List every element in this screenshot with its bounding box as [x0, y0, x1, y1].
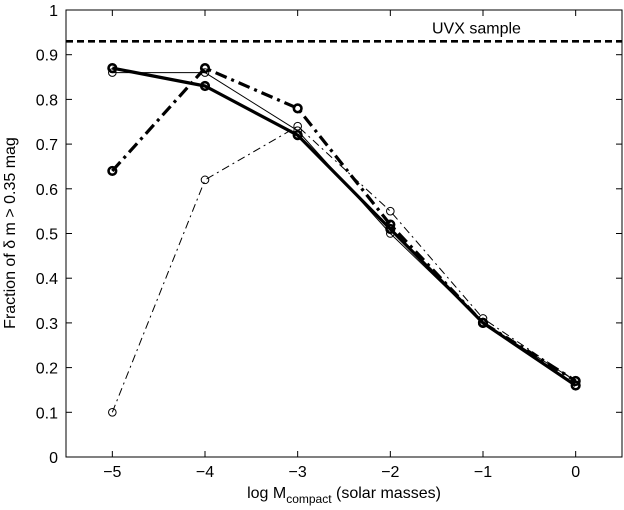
series-3-point	[385, 219, 396, 230]
y-axis-label-delta: δ	[2, 240, 19, 249]
series-3-point	[199, 63, 211, 74]
y-tick-label: 0.6	[36, 182, 58, 199]
series-3-point	[477, 317, 489, 329]
series-2	[107, 63, 581, 391]
y-tick-label: 1	[49, 3, 58, 20]
plot-area	[66, 10, 622, 457]
y-tick-label: 0.1	[36, 405, 58, 422]
series-3-point	[292, 103, 303, 114]
x-tick-label: −1	[474, 464, 492, 481]
series-4-point	[571, 376, 580, 386]
series-2-point	[199, 80, 211, 92]
x-tick-label: −2	[381, 464, 399, 481]
series-4-point	[108, 408, 117, 417]
series-4-line	[111, 125, 576, 413]
x-tick-label: −4	[196, 464, 214, 481]
series-2-line	[111, 66, 577, 387]
y-tick-label: 0.2	[36, 361, 58, 378]
y-tick-label: 0.7	[36, 137, 58, 154]
x-tick-label: −3	[289, 464, 307, 481]
series-layer	[107, 63, 581, 417]
y-tick-label: 0.9	[36, 48, 58, 65]
series-4	[108, 121, 580, 417]
series-2-point	[107, 63, 118, 74]
y-tick-label: 0.4	[36, 271, 58, 288]
x-tick-label: 0	[571, 464, 580, 481]
x-axis-label-units: (solar masses)	[332, 485, 441, 502]
series-3-point	[107, 165, 118, 177]
series-4-point	[478, 314, 488, 323]
y-tick-label: 0.8	[36, 92, 58, 109]
x-axis-label-main: log M	[247, 485, 286, 502]
axis-layer: −5 −4 −3 −2 −1 0 0 0.1 0.2 0.3 0.4 0.5 0.6 0.7 0.8 0.9 1	[36, 3, 622, 481]
y-axis-label-suffix: m > 0.35 mag	[2, 137, 19, 240]
y-tick-label: 0.5	[36, 227, 58, 244]
x-axis-label: log Mcompact (solar masses)	[247, 485, 441, 506]
uvx-sample-label: UVX sample	[432, 20, 521, 37]
y-tick-label: 0	[49, 450, 58, 467]
series-2-point	[292, 130, 303, 141]
series-4-point	[200, 175, 210, 185]
y-axis-label-prefix: Fraction of	[2, 249, 19, 329]
x-axis-label-subscript: compact	[286, 492, 332, 506]
series-4-point	[386, 206, 395, 216]
y-axis-label: Fraction of δ m > 0.35 mag	[2, 137, 19, 329]
series-4-point	[293, 121, 302, 131]
series-2-point	[570, 380, 581, 391]
x-tick-label: −5	[103, 464, 121, 481]
y-tick-label: 0.3	[36, 316, 58, 333]
